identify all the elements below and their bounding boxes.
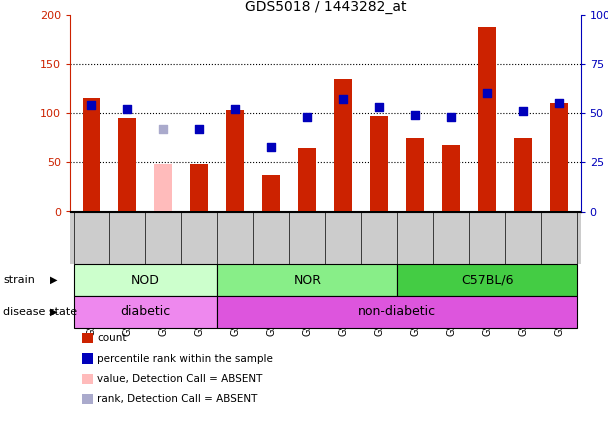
Text: strain: strain (3, 275, 35, 285)
Text: ▶: ▶ (50, 307, 57, 317)
Bar (74, 264, 218, 296)
Bar (218, 264, 397, 296)
Text: percentile rank within the sample: percentile rank within the sample (97, 354, 273, 364)
Point (446, 114, 456, 121)
Point (518, 108, 528, 115)
Point (86, 102, 96, 109)
Point (230, 106, 240, 113)
Text: disease state: disease state (3, 307, 77, 317)
Bar (442, 145, 460, 212)
Bar (406, 138, 424, 212)
Title: GDS5018 / 1443282_at: GDS5018 / 1443282_at (244, 0, 406, 14)
Bar (218, 296, 577, 328)
Point (266, 143, 276, 150)
Point (410, 112, 420, 118)
Bar (154, 164, 173, 212)
Bar (299, 148, 316, 212)
Point (195, 126, 204, 132)
Text: C57BL/6: C57BL/6 (461, 274, 513, 287)
Point (554, 100, 564, 107)
Bar (370, 116, 389, 212)
Point (159, 126, 168, 132)
Text: rank, Detection Call = ABSENT: rank, Detection Call = ABSENT (97, 394, 258, 404)
Point (482, 90, 492, 97)
Text: non-diabetic: non-diabetic (358, 305, 437, 319)
Text: value, Detection Call = ABSENT: value, Detection Call = ABSENT (97, 374, 263, 384)
Bar (119, 118, 136, 212)
Text: NOD: NOD (131, 274, 160, 287)
Bar (478, 27, 496, 212)
Bar (550, 103, 568, 212)
Text: count: count (97, 333, 127, 343)
Bar (190, 164, 209, 212)
Bar (74, 296, 218, 328)
Text: ▶: ▶ (50, 275, 57, 285)
Bar (262, 175, 280, 212)
Point (375, 104, 384, 111)
Text: NOR: NOR (293, 274, 321, 287)
Bar (83, 99, 100, 212)
Bar (397, 264, 577, 296)
Bar (514, 138, 532, 212)
Bar (334, 79, 352, 212)
Text: diabetic: diabetic (120, 305, 171, 319)
Point (123, 106, 133, 113)
Point (339, 96, 348, 103)
Bar (226, 110, 244, 212)
Point (302, 114, 312, 121)
